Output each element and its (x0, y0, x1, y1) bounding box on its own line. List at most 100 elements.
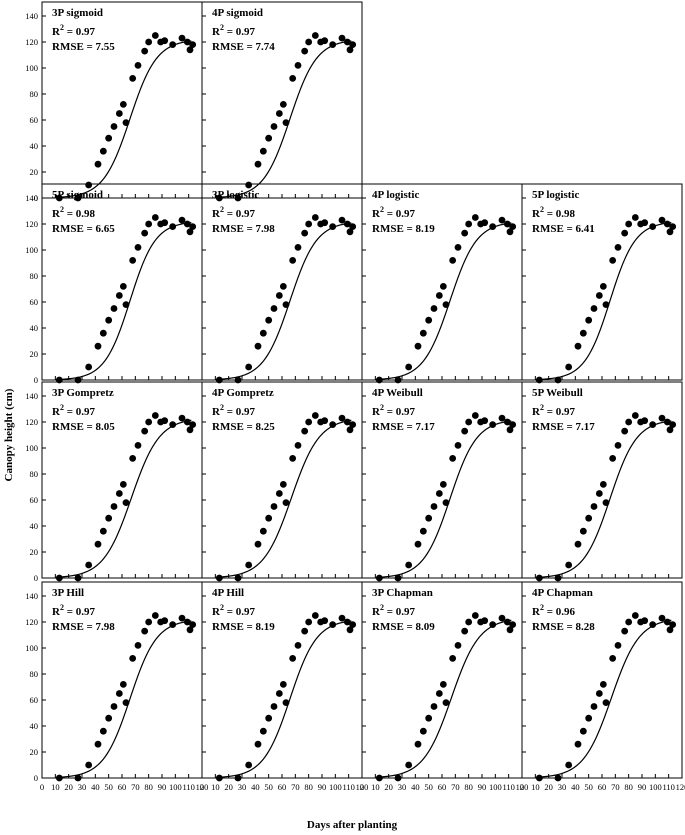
x-tick-label: 90 (638, 782, 647, 792)
data-point (189, 41, 197, 48)
panel-3p-gompretz: 0 20 40 60 80 100 120 140 3P Gompretz R2 = 0.97 RM… (25, 381, 203, 583)
data-point (590, 703, 598, 710)
data-point (419, 727, 427, 735)
data-point (119, 101, 127, 108)
panel-3p-sigmoid: 0 20 40 60 80 100 120 140 3P sigmoid R2 = 0.97 RMS… (25, 1, 203, 203)
data-point (245, 181, 253, 189)
data-point (134, 62, 142, 69)
x-tick-label: 120 (516, 782, 529, 792)
data-point (574, 342, 582, 350)
data-point (465, 618, 473, 626)
x-tick-label: 0 (40, 782, 44, 792)
x-tick-label: 50 (424, 782, 433, 792)
data-point (614, 442, 622, 449)
data-point (178, 414, 186, 422)
data-point (649, 223, 657, 231)
x-tick-label: 10 (211, 782, 220, 792)
y-tick-label: 100 (25, 63, 38, 73)
y-tick-label: 0 (34, 573, 38, 583)
r-squared-label: R2 = 0.97 (212, 403, 255, 418)
data-point (134, 442, 142, 449)
model-name: 4P Hill (212, 587, 244, 599)
data-point (602, 499, 610, 506)
fitted-curve (535, 222, 672, 381)
r-squared-label: R2 = 0.98 (52, 205, 95, 220)
data-point (321, 417, 329, 425)
model-name: 4P Gompretz (212, 387, 274, 399)
data-point (425, 514, 433, 522)
data-point (99, 147, 107, 155)
data-point (439, 481, 447, 488)
fitted-curve (55, 222, 192, 381)
data-point (85, 561, 93, 569)
data-point (579, 727, 587, 735)
data-point (186, 626, 194, 634)
data-point (110, 503, 118, 510)
data-point (275, 110, 283, 117)
data-point (641, 417, 649, 425)
data-point (169, 621, 177, 628)
data-point (666, 626, 674, 634)
data-point (506, 228, 514, 236)
rmse-label: RMSE = 8.19 (212, 621, 275, 633)
data-point (254, 740, 262, 748)
data-point (631, 612, 639, 619)
data-point (658, 414, 666, 422)
y-tick-label: 120 (25, 617, 38, 627)
data-point (554, 774, 562, 782)
data-point (489, 621, 497, 628)
data-point (666, 426, 674, 434)
data-point (215, 194, 223, 202)
data-point (85, 363, 93, 371)
data-point (394, 774, 402, 782)
data-point (498, 414, 506, 422)
data-point (289, 455, 297, 462)
data-point (99, 329, 107, 337)
data-point (590, 305, 598, 312)
r-squared-label: R2 = 0.96 (532, 603, 575, 618)
data-point (375, 774, 383, 782)
data-point (498, 614, 506, 622)
data-point (259, 147, 267, 155)
data-point (178, 34, 186, 42)
data-point (669, 621, 677, 628)
data-point (270, 123, 278, 130)
data-point (465, 418, 473, 426)
x-tick-label: 0 (200, 782, 204, 792)
r-squared-label: R2 = 0.97 (372, 403, 415, 418)
data-point (265, 316, 273, 324)
data-point (234, 194, 242, 202)
rmse-label: RMSE = 7.74 (212, 41, 275, 53)
data-point (105, 316, 113, 324)
data-point (349, 421, 357, 428)
data-point (289, 257, 297, 264)
x-tick-label: 30 (398, 782, 407, 792)
model-name: 3P sigmoid (52, 7, 103, 19)
data-point (186, 46, 194, 54)
data-point (435, 292, 443, 299)
data-point (169, 421, 177, 428)
data-point (435, 490, 443, 497)
y-tick-label: 20 (30, 167, 39, 177)
data-point (234, 774, 242, 782)
data-point (321, 37, 329, 45)
data-point (321, 219, 329, 227)
data-point (94, 740, 102, 748)
data-point (663, 618, 671, 626)
data-point (621, 427, 629, 435)
panel-5p-sigmoid: 0 20 40 60 80 100 120 140 5P sigmoid R2 = 0.98 RMS… (25, 183, 203, 385)
x-tick-label: 10 (531, 782, 540, 792)
data-point (115, 110, 123, 117)
data-point (141, 427, 149, 435)
fitted-curve (55, 419, 192, 578)
y-tick-label: 100 (25, 643, 38, 653)
data-point (115, 490, 123, 497)
data-point (503, 618, 511, 626)
panel-4p-logistic: 4P logistic R2 = 0.97 RMSE = 8.19 (361, 183, 523, 384)
data-point (94, 342, 102, 350)
x-tick-label: 30 (238, 782, 247, 792)
data-point (621, 229, 629, 237)
data-point (590, 503, 598, 510)
y-tick-label: 120 (25, 219, 38, 229)
x-tick-label: 70 (291, 782, 300, 792)
